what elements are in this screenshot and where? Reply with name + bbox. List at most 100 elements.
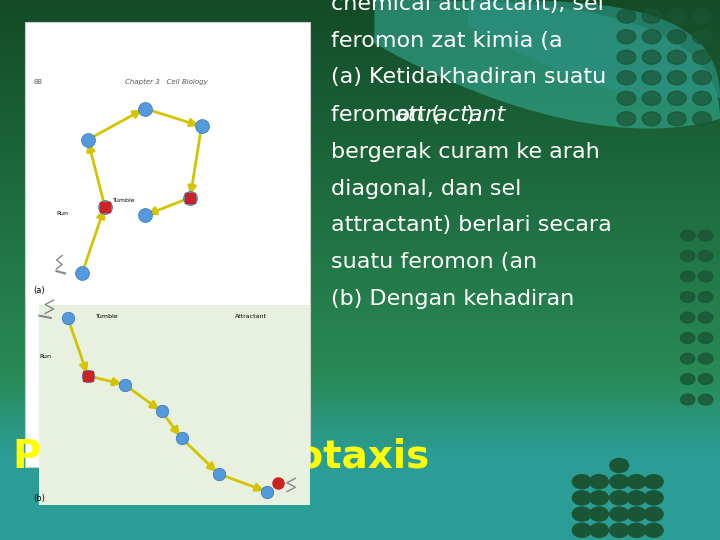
PathPatch shape: [468, 0, 720, 102]
Bar: [0, 135, 720, 140]
Bar: [0, 167, 720, 173]
Circle shape: [644, 523, 663, 537]
Bar: [25, 22, 310, 467]
Circle shape: [667, 30, 686, 44]
Circle shape: [698, 312, 713, 323]
Circle shape: [667, 9, 686, 23]
Bar: [0, 400, 720, 405]
Text: Tumble: Tumble: [113, 198, 136, 203]
Bar: [0, 81, 720, 86]
Bar: [0, 481, 720, 486]
Circle shape: [698, 374, 713, 384]
Bar: [0, 27, 720, 32]
Bar: [0, 351, 720, 356]
Circle shape: [610, 458, 629, 472]
Circle shape: [572, 507, 591, 521]
Circle shape: [590, 491, 608, 505]
Text: Tumble: Tumble: [96, 314, 119, 319]
Bar: [0, 270, 720, 275]
Circle shape: [698, 230, 713, 241]
Bar: [0, 383, 720, 389]
Bar: [0, 437, 720, 443]
Bar: [0, 297, 720, 302]
Circle shape: [698, 394, 713, 405]
Bar: [0, 259, 720, 265]
Bar: [0, 529, 720, 535]
Bar: [0, 146, 720, 151]
Circle shape: [642, 112, 661, 126]
Text: (b) Dengan kehadiran: (b) Dengan kehadiran: [331, 289, 575, 309]
Bar: [0, 275, 720, 281]
Circle shape: [610, 475, 629, 489]
Circle shape: [693, 9, 711, 23]
Bar: [0, 378, 720, 383]
Text: Run: Run: [40, 354, 51, 359]
Bar: [0, 362, 720, 367]
Bar: [0, 108, 720, 113]
Bar: [0, 281, 720, 286]
Circle shape: [693, 112, 711, 126]
Circle shape: [680, 374, 695, 384]
Bar: [0, 427, 720, 432]
Circle shape: [617, 9, 636, 23]
Circle shape: [627, 491, 646, 505]
Bar: [0, 32, 720, 38]
Circle shape: [680, 251, 695, 261]
Circle shape: [572, 523, 591, 537]
Bar: [0, 243, 720, 248]
Bar: [0, 454, 720, 459]
Circle shape: [644, 507, 663, 521]
Bar: [0, 211, 720, 216]
Text: attractant: attractant: [395, 105, 506, 125]
Circle shape: [667, 112, 686, 126]
Text: (b): (b): [34, 494, 45, 503]
Bar: [0, 54, 720, 59]
Bar: [0, 86, 720, 92]
Circle shape: [680, 353, 695, 364]
Bar: [0, 464, 720, 470]
Text: attractant) berlari secara: attractant) berlari secara: [331, 215, 612, 235]
Bar: [0, 443, 720, 448]
Circle shape: [680, 230, 695, 241]
Circle shape: [680, 271, 695, 282]
Bar: [0, 508, 720, 513]
Circle shape: [680, 333, 695, 343]
Bar: [0, 502, 720, 508]
Text: Chapter 3   Cell Biology: Chapter 3 Cell Biology: [125, 79, 207, 85]
Bar: [0, 151, 720, 157]
Circle shape: [642, 91, 661, 105]
Bar: [0, 76, 720, 81]
Bar: [0, 470, 720, 475]
Circle shape: [642, 9, 661, 23]
Circle shape: [617, 112, 636, 126]
Bar: [0, 421, 720, 427]
Bar: [0, 103, 720, 108]
Bar: [0, 178, 720, 184]
Bar: [0, 184, 720, 189]
Bar: [0, 189, 720, 194]
Bar: [0, 356, 720, 362]
Bar: [0, 346, 720, 351]
Bar: [0, 238, 720, 243]
Circle shape: [642, 30, 661, 44]
Bar: [0, 286, 720, 292]
Text: diagonal, dan sel: diagonal, dan sel: [331, 179, 521, 199]
Circle shape: [617, 50, 636, 64]
Bar: [0, 302, 720, 308]
Bar: [0, 491, 720, 497]
Bar: [0, 416, 720, 421]
Bar: [0, 227, 720, 232]
Circle shape: [698, 353, 713, 364]
Text: Proses Chemotaxis: Proses Chemotaxis: [13, 437, 429, 475]
Circle shape: [693, 30, 711, 44]
Bar: [0, 162, 720, 167]
Circle shape: [698, 251, 713, 261]
Bar: [0, 513, 720, 518]
Circle shape: [617, 91, 636, 105]
Bar: [0, 405, 720, 410]
Bar: [0, 59, 720, 65]
Bar: [0, 486, 720, 491]
PathPatch shape: [374, 0, 720, 129]
Text: (a) Ketidakhadiran suatu: (a) Ketidakhadiran suatu: [331, 68, 606, 87]
Bar: [0, 92, 720, 97]
